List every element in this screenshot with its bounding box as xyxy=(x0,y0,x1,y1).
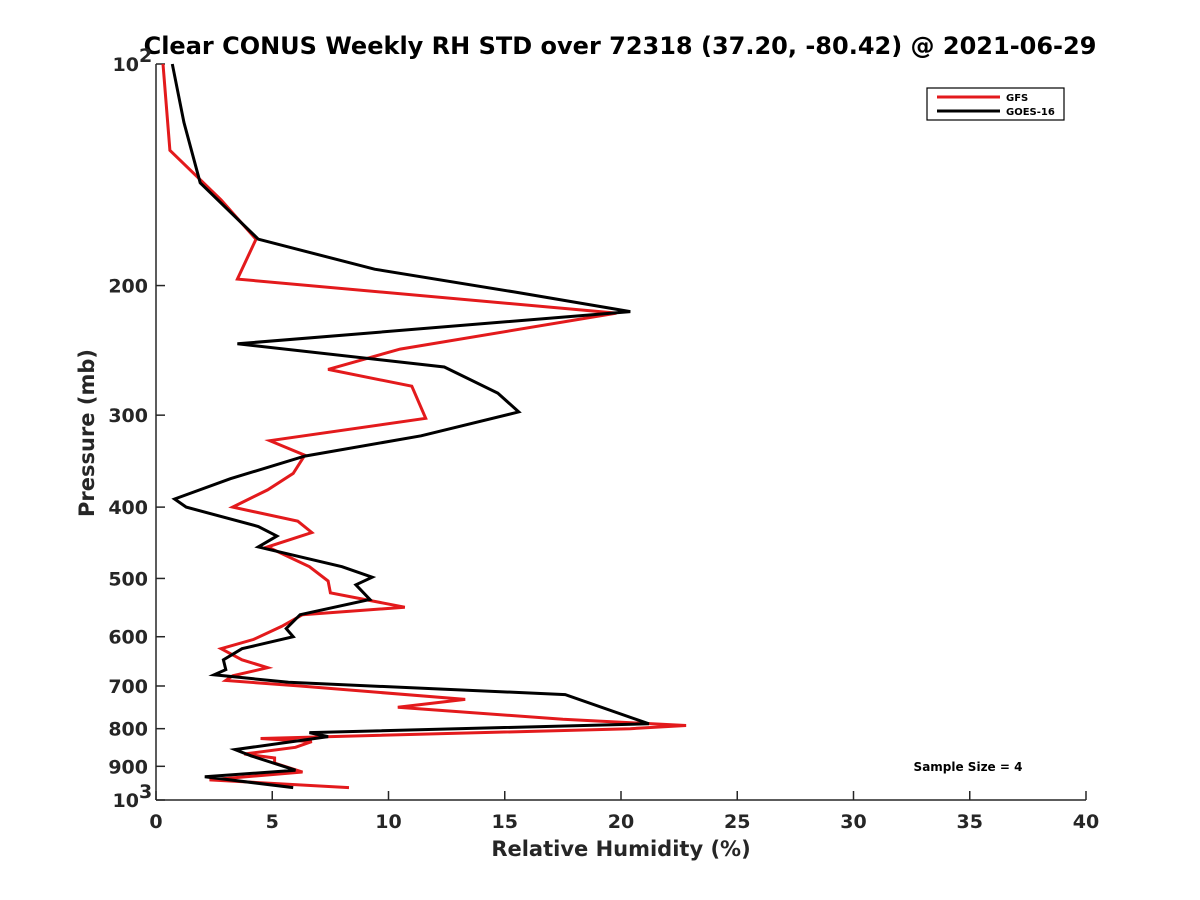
x-axis-label: Relative Humidity (%) xyxy=(491,837,750,861)
y-tick-label: 400 xyxy=(108,497,148,519)
legend-label-goes-16: GOES-16 xyxy=(1006,107,1055,118)
y-tick-label: 900 xyxy=(108,756,148,778)
x-tick-label: 0 xyxy=(149,811,162,833)
legend-box xyxy=(926,87,1065,121)
y-tick-label: 300 xyxy=(108,405,148,427)
x-tick-label: 25 xyxy=(724,811,750,833)
series-line-goes-16 xyxy=(170,63,650,790)
series-layer xyxy=(161,63,687,790)
legend: GFS GOES-16 xyxy=(926,87,1065,121)
x-tick-label: 40 xyxy=(1073,811,1099,833)
y-tick-exponent: 2 xyxy=(139,45,152,67)
y-tick-label: 10 xyxy=(113,54,139,76)
legend-label-gfs: GFS xyxy=(1006,93,1028,104)
x-tick-label: 10 xyxy=(375,811,401,833)
x-tick-label: 20 xyxy=(608,811,634,833)
x-tick-label: 30 xyxy=(840,811,866,833)
x-tick-label: 35 xyxy=(957,811,983,833)
y-tick-label: 700 xyxy=(108,676,148,698)
y-tick-label: 800 xyxy=(108,719,148,741)
chart-title: Clear CONUS Weekly RH STD over 72318 (37… xyxy=(144,32,1097,60)
y-tick-label: 500 xyxy=(108,568,148,590)
y-tick-label: 200 xyxy=(108,276,148,298)
y-tick-exponent: 3 xyxy=(139,781,152,803)
y-tick-label: 600 xyxy=(108,627,148,649)
y-axis-label: Pressure (mb) xyxy=(75,349,99,517)
y-tick-label: 10 xyxy=(113,790,139,812)
x-tick-label: 5 xyxy=(266,811,279,833)
x-tick-label: 15 xyxy=(492,811,518,833)
sample-size-annotation: Sample Size = 4 xyxy=(914,760,1023,774)
